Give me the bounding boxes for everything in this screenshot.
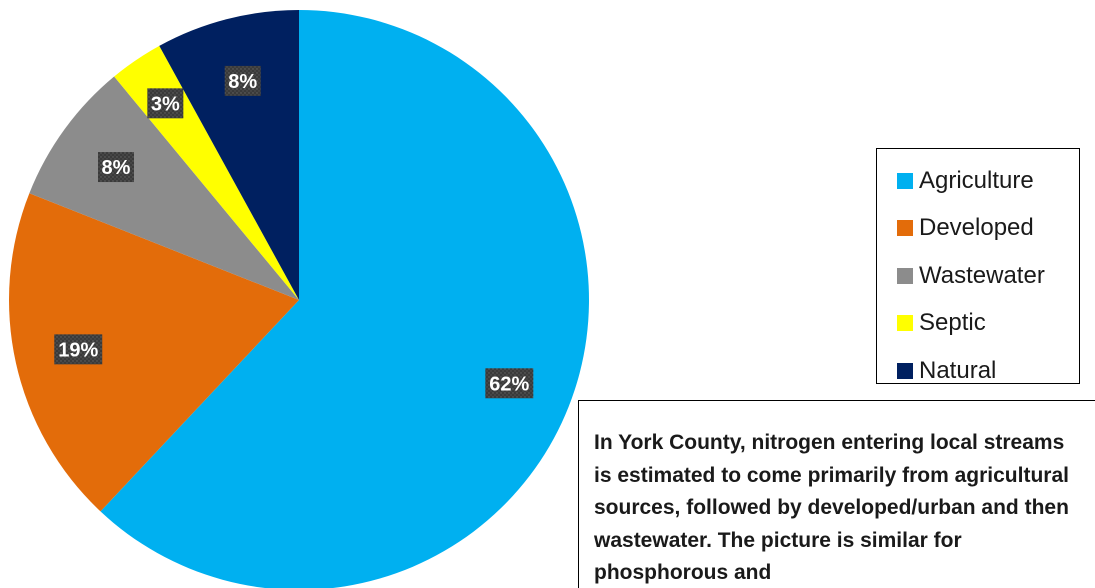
data-label-developed: 19% xyxy=(54,334,103,365)
pie-slice-agriculture xyxy=(100,10,589,588)
data-label-text: 19% xyxy=(58,339,98,361)
legend-label-wastewater: Wastewater xyxy=(919,261,1045,289)
legend-item-septic: Septic xyxy=(897,300,1079,348)
legend-item-developed: Developed xyxy=(897,205,1079,253)
legend-label-natural: Natural xyxy=(919,356,997,384)
data-label-bg xyxy=(224,65,261,96)
legend-label-septic: Septic xyxy=(919,309,986,337)
data-label-bg xyxy=(147,88,184,119)
data-label-bg xyxy=(485,368,534,399)
data-label-bg xyxy=(98,152,135,183)
note-box-border xyxy=(578,400,1095,588)
legend-item-natural: Natural xyxy=(897,347,1079,395)
pie-slice-wastewater xyxy=(29,76,300,300)
pie-slice-developed xyxy=(9,193,299,512)
legend: Agriculture Developed Wastewater Septic … xyxy=(876,148,1080,384)
legend-item-agriculture: Agriculture xyxy=(897,157,1079,205)
data-label-text: 3% xyxy=(151,93,180,115)
legend-label-agriculture: Agriculture xyxy=(919,166,1034,194)
legend-swatch-agriculture xyxy=(897,172,913,189)
data-label-text: 8% xyxy=(102,157,131,179)
legend-swatch-developed xyxy=(897,220,913,237)
data-label-bg xyxy=(54,334,103,365)
legend-swatch-natural xyxy=(897,362,913,379)
data-label-text: 8% xyxy=(228,71,257,93)
legend-swatch-wastewater xyxy=(897,267,913,284)
data-label-natural: 8% xyxy=(224,65,261,96)
data-label-wastewater: 8% xyxy=(98,152,135,183)
note-text: In York County, nitrogen entering local … xyxy=(594,431,1069,584)
data-label-agriculture: 62% xyxy=(485,368,534,399)
note-box: In York County, nitrogen entering local … xyxy=(594,419,1095,588)
legend-label-developed: Developed xyxy=(919,214,1034,242)
legend-item-wastewater: Wastewater xyxy=(897,252,1079,300)
data-label-text: 62% xyxy=(489,373,529,395)
data-label-septic: 3% xyxy=(147,88,184,119)
legend-swatch-septic xyxy=(897,315,913,332)
pie-slice-natural xyxy=(159,10,299,300)
